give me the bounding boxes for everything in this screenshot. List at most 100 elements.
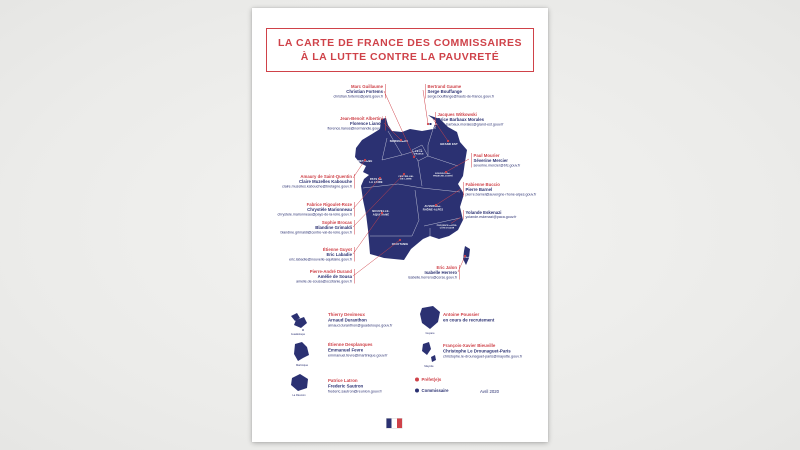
martinique-island-icon — [294, 342, 309, 361]
commissaire-name: Amélie de Sousa — [317, 274, 352, 280]
prefet-name: Thierry Devimeux — [328, 312, 365, 317]
overseas-martinique: Étienne Desplanques Emmanuel Fevre emman… — [328, 342, 440, 358]
prefet-dot-icon — [415, 377, 419, 382]
overseas-reunion: Patrice Latron Frederic Sautron frederic… — [328, 378, 440, 394]
region-name-aura: AUVERGNE- — [425, 204, 442, 208]
email-text: arnaud.duranthon@guadeloupe.gouv.fr — [328, 322, 393, 328]
region-name-paca2: CÔTE D'AZUR — [440, 227, 455, 230]
region-name-cvl: CENTRE-VAL — [398, 175, 414, 178]
guadeloupe-island-icon — [291, 313, 307, 331]
prefet-name: Fabienne Buccio — [465, 182, 500, 187]
mayotte-caption: Mayotte — [424, 364, 434, 368]
label-hauts-de-france: Bertrand Gaume Serge Bouffange serge.bou… — [425, 84, 540, 99]
label-pays-de-la-loire: Fabrice Rigoulet-Roze Chrystèle Marionne… — [260, 202, 355, 217]
date-label: Avril 2020 — [480, 389, 500, 394]
legend-commissaire-label: Commissaire — [421, 388, 449, 393]
email-text: florence.lianos@normandie.gouv.fr — [327, 125, 383, 131]
commissaire-dot-icon — [415, 388, 419, 393]
label-ile-de-france: Marc Guillaume Christian Fortems christi… — [303, 84, 386, 99]
title-box: LA CARTE DE FRANCE DES COMMISSAIRES À LA… — [266, 28, 534, 72]
prefet-name: Patrice Latron — [328, 378, 358, 383]
prefet-name: Bertrand Gaume — [427, 84, 462, 89]
commissaire-name: Chrystèle Marionneau — [307, 207, 352, 213]
prefet-name: Jean-Benoît Albertini — [339, 116, 383, 121]
region-name-corse: CORSE — [463, 257, 470, 259]
prefet-name: Fabrice Rigoulet-Roze — [306, 202, 352, 207]
guyane-caption: Guyane — [425, 331, 435, 335]
prefet-name: François-Xavier Bieuville — [443, 343, 496, 348]
reunion-island-icon — [291, 374, 308, 391]
region-name-hdf2: FRANCE — [424, 126, 437, 130]
legend-prefet-label: Préfet(e)s — [421, 377, 442, 382]
region-name-bretagne: BRETAGNE — [356, 159, 373, 163]
prefet-name: Pierre-André Durand — [309, 269, 352, 274]
connector-lines — [352, 89, 470, 277]
email-text: emmanuel.fevre@martinique.gouv.fr — [328, 352, 388, 358]
poster-content: HAUTS-DE- FRANCE NORMANDIE BRETAGNE ILE-… — [252, 8, 548, 442]
commissaire-name: en cours de recrutement — [443, 317, 495, 323]
overseas-guadeloupe: Thierry Devimeux Arnaud Duranthon arnaud… — [328, 312, 440, 328]
email-text: eric.labadie@nouvelle-aquitaine.gouv.fr — [289, 256, 352, 262]
label-bretagne: Amaury de Saint-Quentin Claire Muzelles … — [260, 174, 355, 189]
email-text: serge.bouffange@hauts-de-france.gouv.fr — [427, 93, 494, 99]
region-name-pdll: PAYS DE — [370, 177, 382, 181]
commissaire-name: Brice Barbaux Morales — [437, 117, 485, 123]
france-map — [355, 115, 467, 260]
email-text: frederic.sautron@reunion.gouv.fr — [328, 388, 382, 394]
region-borders — [362, 128, 461, 237]
email-text: christophe.le-drounaguet-paris@mayotte.g… — [443, 353, 523, 359]
prefet-name: Sophie Brocas — [321, 220, 352, 225]
legend-commissaire: Commissaire — [415, 388, 448, 393]
email-text: yolande.eskenazi@paca.gouv.fr — [465, 214, 517, 220]
prefet-name: Eric Jalon — [436, 265, 457, 270]
email-text: claire.muzelles.kabouche@bretagne.gouv.f… — [282, 183, 352, 189]
label-occitanie: Pierre-André Durand Amélie de Sousa amel… — [257, 269, 355, 284]
region-names: HAUTS-DE- FRANCE NORMANDIE BRETAGNE ILE-… — [356, 122, 471, 259]
label-normandie: Jean-Benoît Albertini Florence Lianos fl… — [303, 116, 386, 131]
region-name-occitanie: OCCITANIE — [392, 242, 409, 246]
label-corse: Eric Jalon Isabelle Herrero isabelle.her… — [370, 265, 460, 280]
label-grand-est: Jacques Witkowski Brice Barbaux Morales … — [435, 112, 543, 127]
label-centre-val-de-loire: Sophie Brocas Blandine Grimaldi blandine… — [260, 220, 355, 235]
guyane-island-icon — [420, 306, 440, 329]
commissaire-name: Pierre Barnel — [465, 187, 493, 193]
label-auvergne-rhone-alpes: Fabienne Buccio Pierre Barnel pierre.bar… — [463, 182, 550, 197]
map-markers — [363, 122, 469, 258]
commissaire-name: Isabelle Herrero — [424, 270, 457, 276]
prefet-markers — [363, 122, 467, 258]
email-text: chrystele.marionneau@pays-de-la-loire.go… — [277, 211, 352, 217]
overseas-islands — [291, 306, 440, 391]
martinique-caption: Martinique — [296, 363, 309, 367]
commissaire-name: Florence Lianos — [350, 121, 383, 127]
page-title-line2: À LA LUTTE CONTRE LA PAUVRETÉ — [300, 51, 500, 63]
overseas-captions: Guadeloupe Martinique La Réunion Guyane … — [291, 331, 435, 397]
label-nouvelle-aquitaine: Étienne Guyot Eric Labadie eric.labadie@… — [260, 247, 355, 262]
region-name-idf2: FRANCE — [414, 153, 424, 156]
guadeloupe-caption: Guadeloupe — [291, 332, 306, 336]
overseas-mayotte: François-Xavier Bieuville Christophe Le … — [443, 343, 546, 359]
region-name-grandest: GRAND EST — [440, 142, 458, 146]
region-name-na: NOUVELLE- — [372, 209, 390, 213]
email-text: blandine.grimaldi@centre-val-de-loire.go… — [280, 229, 353, 235]
french-flag-icon — [386, 418, 403, 429]
prefet-name: Étienne Desplanques — [328, 342, 373, 347]
map-canvas: HAUTS-DE- FRANCE NORMANDIE BRETAGNE ILE-… — [291, 89, 471, 397]
email-text: pierre.barnel@auvergne-rhone-alpes.gouv.… — [465, 191, 537, 197]
overseas-guyane: Antoine Poussier en cours de recrutement — [443, 312, 543, 323]
email-text: christian.fortems@paris.gouv.fr — [333, 93, 383, 99]
region-name-idf: ILE-DE- — [415, 151, 423, 153]
commissaire-name: Arnaud Duranthon — [328, 317, 367, 323]
commissaire-name: Christophe Le Drounaguet-Paris — [443, 348, 511, 354]
poster-page: HAUTS-DE- FRANCE NORMANDIE BRETAGNE ILE-… — [252, 8, 548, 442]
region-name-cvl2: DE LOIRE — [400, 179, 412, 181]
region-name-pdll2: LA LOIRE — [369, 180, 382, 184]
region-name-bfc2: FRANCHE-COMTÉ — [433, 175, 453, 178]
commissaire-name: Emmanuel Fevre — [328, 347, 364, 353]
commissaire-name: Serge Bouffange — [427, 89, 462, 95]
prefet-name: Antoine Poussier — [443, 312, 480, 317]
region-name-aura2: RHÔNE-ALPES — [423, 206, 444, 211]
email-text: amelie.de-sousa@occitanie.gouv.fr — [296, 278, 352, 284]
prefet-name: Amaury de Saint-Quentin — [300, 174, 352, 179]
email-text: isabelle.herrero@corse.gouv.fr — [408, 274, 457, 280]
commissaire-name: Christian Fortems — [346, 89, 383, 95]
